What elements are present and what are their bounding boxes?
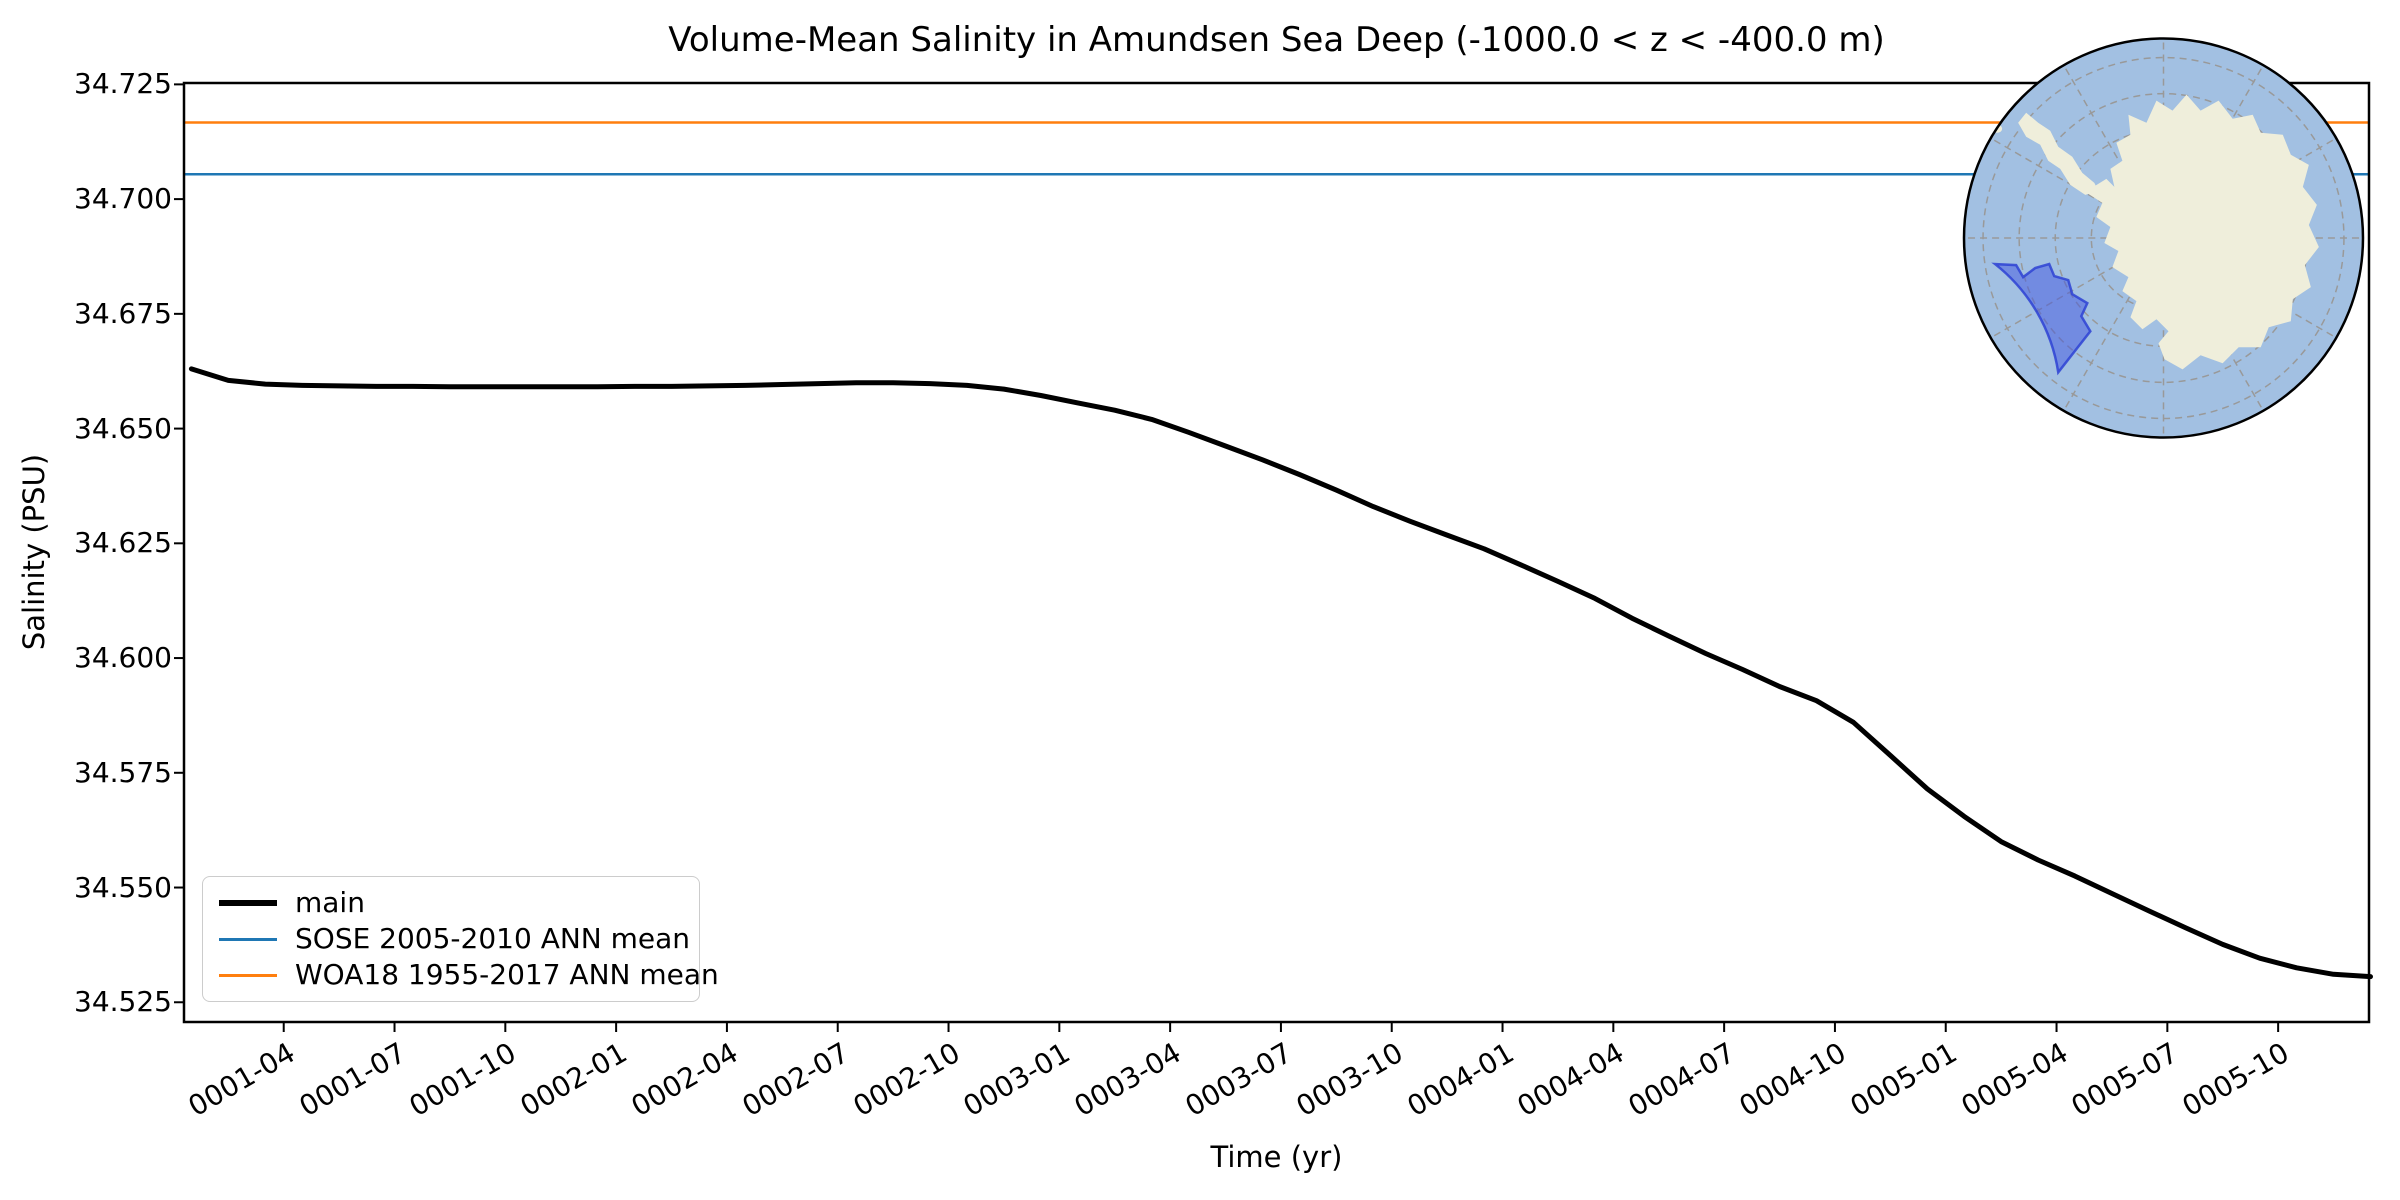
graticule-meridian	[1990, 241, 2157, 339]
x-axis-label: Time (yr)	[1210, 1140, 1343, 1174]
graticule-meridian	[2063, 244, 2161, 412]
legend-item: SOSE 2005-2010 ANN mean	[219, 921, 690, 957]
graticule-meridian	[2166, 244, 2264, 412]
main-series-line	[188, 366, 2373, 980]
y-tick-label: 34.725	[74, 67, 172, 101]
graticule-meridian	[2170, 137, 2337, 235]
legend-item-label: SOSE 2005-2010 ANN mean	[295, 922, 691, 955]
y-tick-label: 34.575	[74, 755, 172, 789]
legend-item: WOA18 1955-2017 ANN mean	[219, 957, 719, 993]
legend-line-sample	[219, 900, 277, 906]
y-tick-label: 34.675	[74, 296, 172, 330]
legend-item: main	[219, 885, 683, 921]
map-border-circle	[1962, 37, 2365, 439]
y-tick-label: 34.650	[74, 411, 172, 445]
graticule-meridian	[2063, 64, 2161, 232]
chart-title: Volume-Mean Salinity in Amundsen Sea Dee…	[668, 20, 1885, 60]
y-tick-label: 34.625	[74, 526, 172, 560]
amundsen-sea-region-highlight	[1991, 262, 2092, 376]
y-tick-label: 34.550	[74, 870, 172, 904]
legend-item-label: WOA18 1955-2017 ANN mean	[295, 958, 719, 991]
legend-line-sample	[219, 973, 277, 977]
y-tick-label: 34.525	[74, 985, 172, 1019]
y-tick-label: 34.600	[74, 641, 172, 675]
legend: main SOSE 2005-2010 ANN mean WOA18 1955-20…	[202, 876, 719, 1002]
legend-item-label: main	[295, 886, 365, 919]
plot-area	[174, 81, 2373, 1032]
antarctica-inset-map	[1962, 37, 2365, 439]
graticule-meridian	[2170, 241, 2337, 339]
graticule-meridian	[2166, 64, 2264, 232]
y-tick-label: 34.700	[74, 182, 172, 216]
legend-line-sample	[219, 937, 277, 941]
plot-border	[182, 81, 2371, 1024]
graticule-meridian	[1990, 137, 2157, 235]
